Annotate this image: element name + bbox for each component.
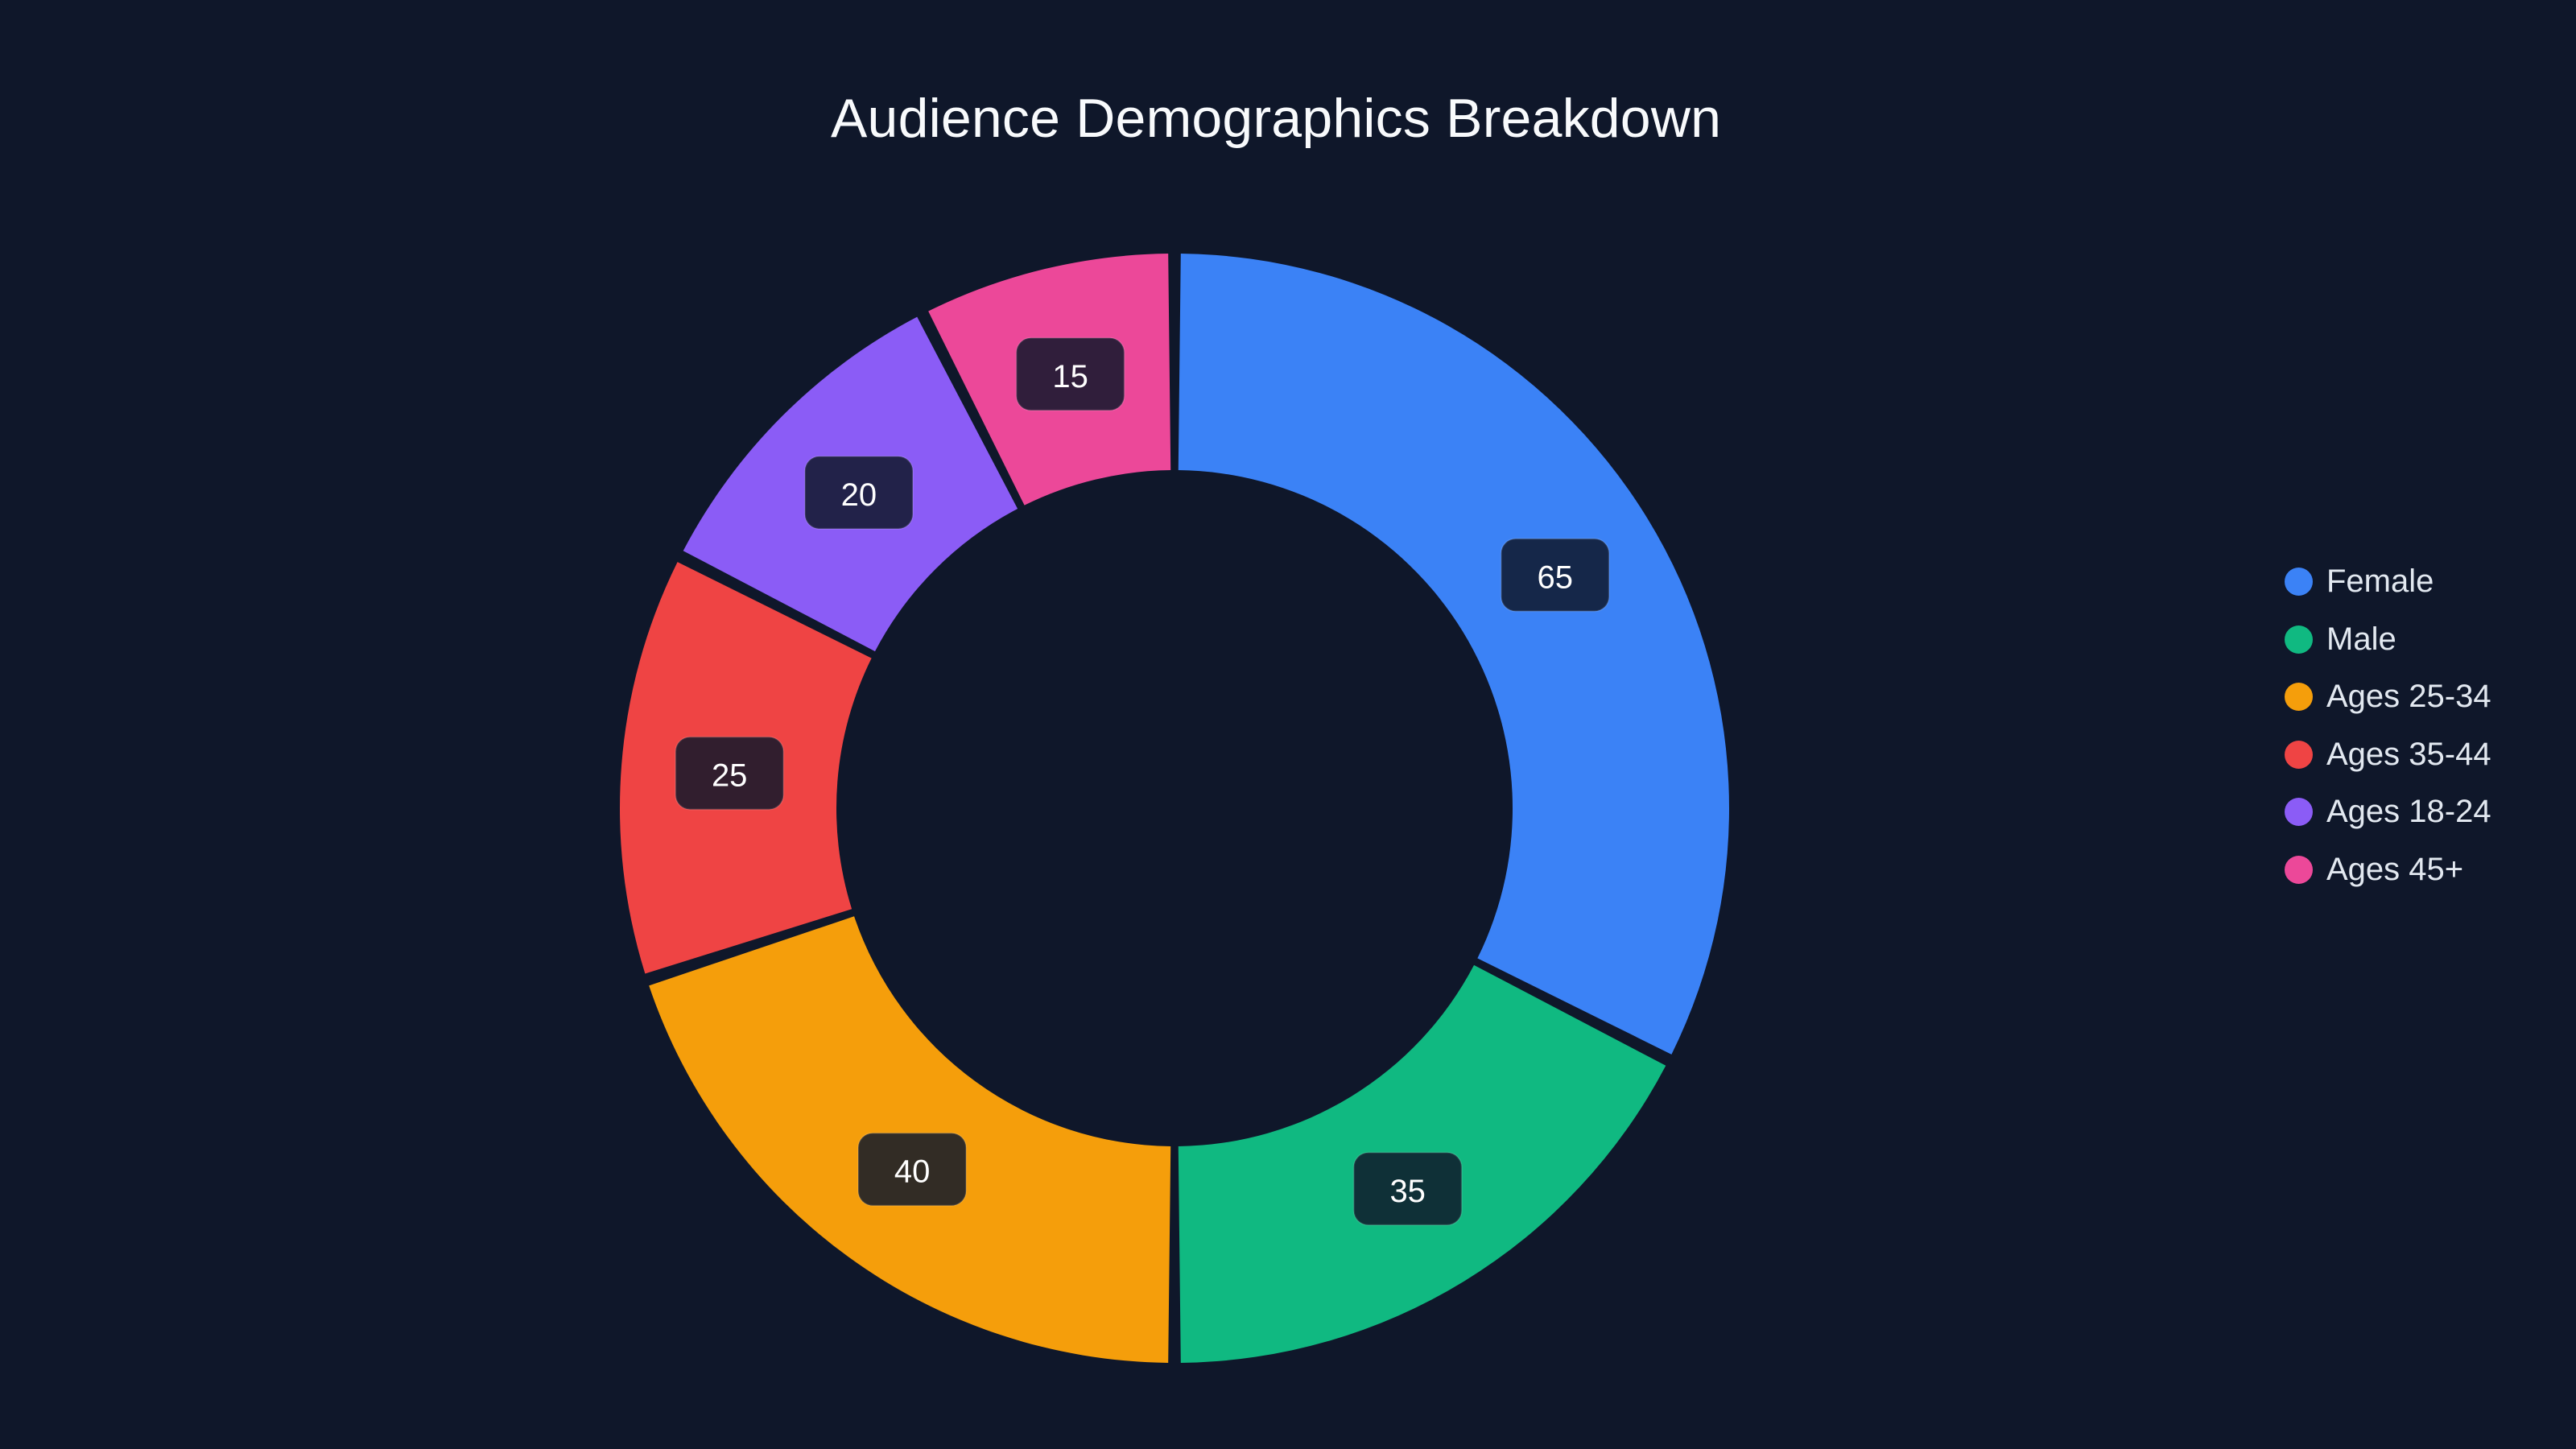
svg-text:20: 20 (841, 477, 877, 513)
svg-text:25: 25 (712, 758, 748, 794)
svg-text:15: 15 (1052, 359, 1088, 394)
svg-text:65: 65 (1538, 559, 1574, 595)
svg-text:40: 40 (894, 1154, 931, 1190)
svg-text:35: 35 (1389, 1174, 1426, 1209)
